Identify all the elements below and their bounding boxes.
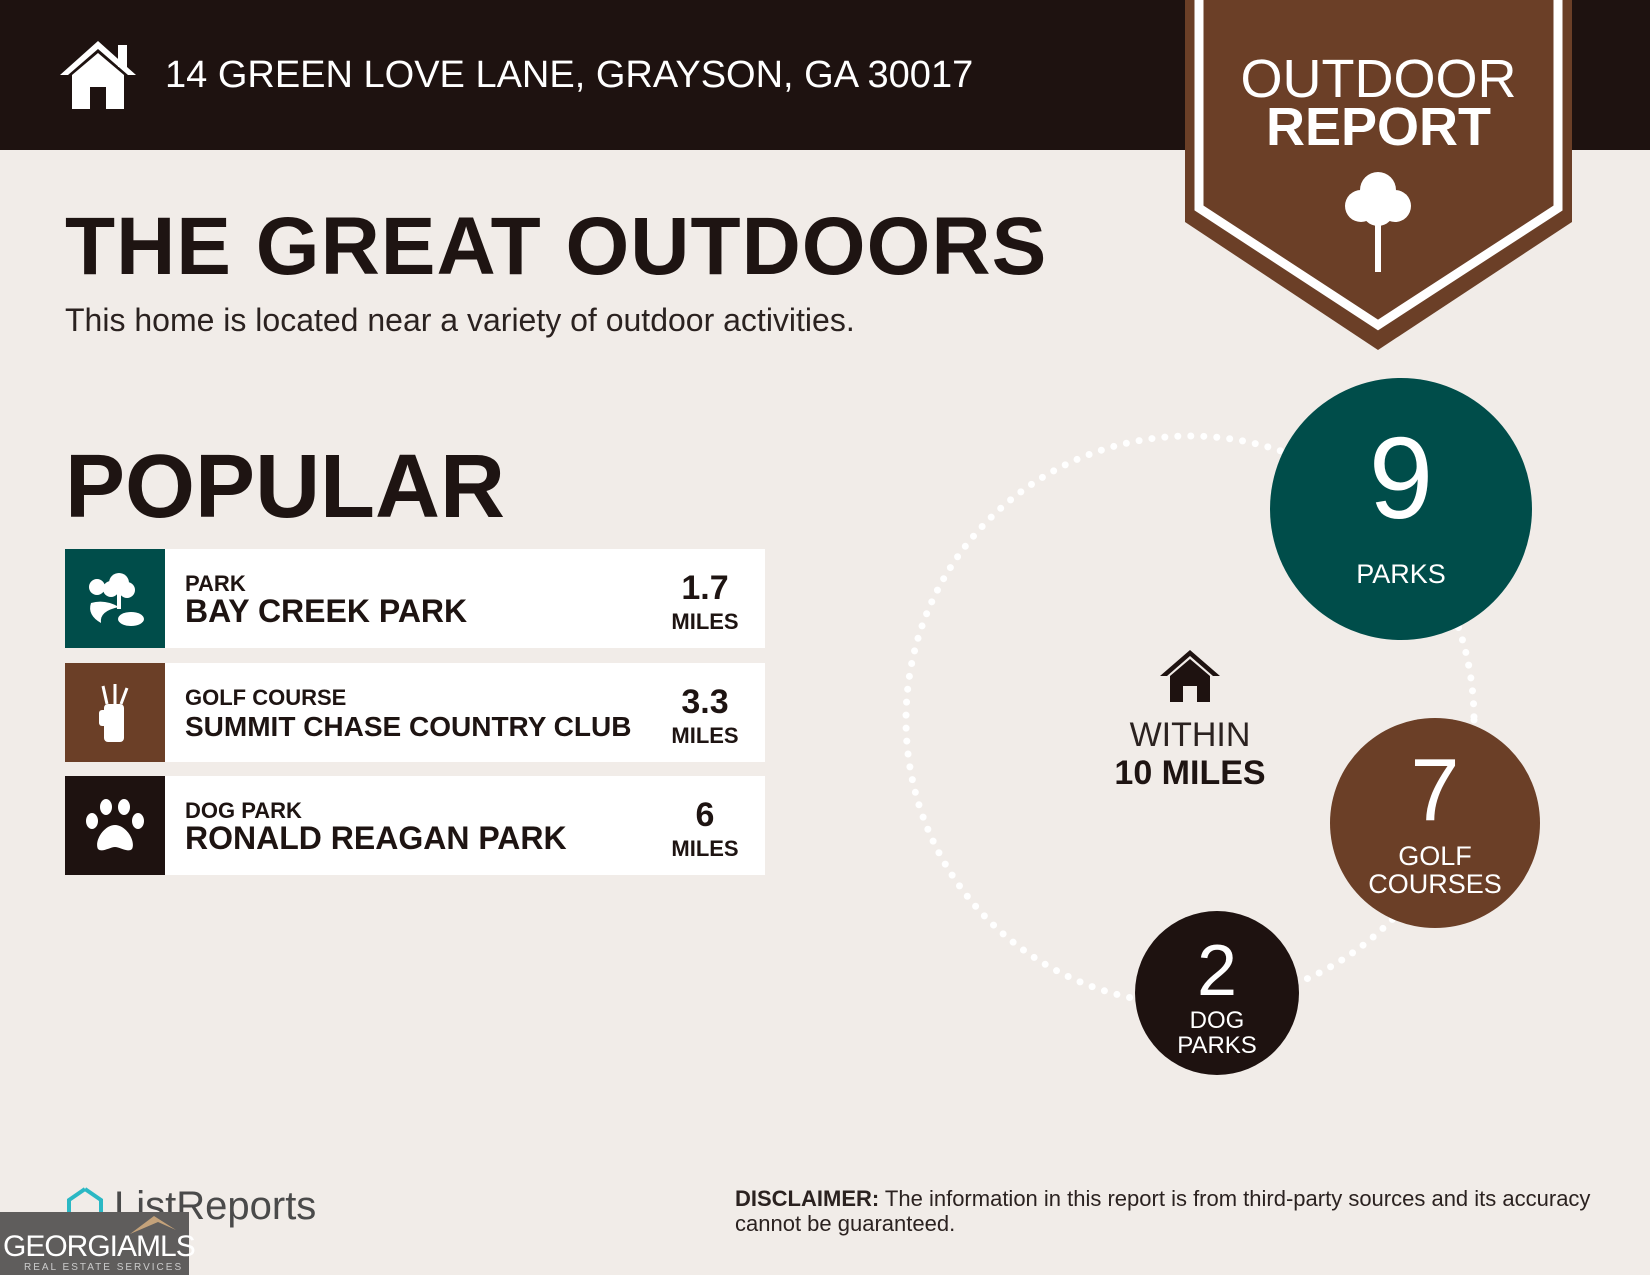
golf-bag-icon bbox=[65, 663, 165, 762]
paw-icon bbox=[65, 776, 165, 875]
item-unit: MILES bbox=[671, 836, 739, 861]
golf-label-2: COURSES bbox=[1368, 869, 1502, 899]
dog-parks-count-circle: 2 DOG PARKS bbox=[1135, 911, 1299, 1075]
page-subtitle: This home is located near a variety of o… bbox=[65, 302, 855, 338]
park-icon bbox=[65, 549, 165, 648]
item-category: GOLF COURSE bbox=[185, 685, 347, 710]
badge-line1: OUTDOOR bbox=[1240, 49, 1517, 109]
badge-line2: REPORT bbox=[1265, 97, 1492, 157]
item-unit: MILES bbox=[671, 609, 739, 634]
item-distance: 6 bbox=[695, 796, 715, 834]
property-address: 14 GREEN LOVE LANE, GRAYSON, GA 30017 bbox=[165, 54, 974, 96]
tree-icon bbox=[1345, 172, 1411, 272]
golf-count-circle: 7 GOLF COURSES bbox=[1330, 718, 1540, 928]
disclaimer-text: The information in this report is from t… bbox=[735, 1186, 1591, 1236]
house-icon bbox=[60, 41, 136, 109]
disclaimer-label: DISCLAIMER: bbox=[735, 1186, 880, 1211]
item-category: DOG PARK bbox=[185, 798, 302, 823]
item-name: BAY CREEK PARK bbox=[185, 593, 468, 629]
golf-label-1: GOLF bbox=[1398, 841, 1472, 871]
within-label: WITHIN bbox=[1129, 716, 1251, 754]
golf-count: 7 bbox=[1410, 740, 1460, 839]
page-title: THE GREAT OUTDOORS bbox=[65, 201, 1048, 292]
parks-count: 9 bbox=[1368, 413, 1434, 543]
radius-dotted-circle bbox=[902, 432, 1478, 1008]
parks-count-circle: 9 PARKS bbox=[1270, 378, 1532, 640]
mls-logo-sub: REAL ESTATE SERVICES bbox=[24, 1262, 184, 1273]
popular-item-dog-park: DOG PARK RONALD REAGAN PARK 6 MILES bbox=[65, 776, 765, 875]
item-distance: 3.3 bbox=[681, 683, 729, 721]
center-house-icon bbox=[1160, 650, 1220, 702]
popular-item-golf-course: GOLF COURSE SUMMIT CHASE COUNTRY CLUB 3.… bbox=[65, 663, 765, 762]
item-distance: 1.7 bbox=[681, 569, 729, 607]
georgia-mls-logo: GEORGIAMLS REAL ESTATE SERVICES bbox=[0, 1212, 196, 1275]
item-unit: MILES bbox=[671, 723, 739, 748]
item-name: SUMMIT CHASE COUNTRY CLUB bbox=[185, 711, 632, 742]
dog-parks-count: 2 bbox=[1196, 931, 1238, 1011]
parks-label: PARKS bbox=[1356, 559, 1446, 589]
popular-item-park: PARK BAY CREEK PARK 1.7 MILES bbox=[65, 549, 765, 648]
outdoor-report-badge: OUTDOOR REPORT bbox=[1185, 0, 1572, 350]
mls-logo-text: GEORGIAMLS bbox=[3, 1230, 196, 1263]
dog-label-2: PARKS bbox=[1177, 1032, 1257, 1059]
radius-label: 10 MILES bbox=[1114, 754, 1266, 792]
item-name: RONALD REAGAN PARK bbox=[185, 820, 567, 856]
dog-label-1: DOG bbox=[1189, 1007, 1245, 1034]
disclaimer: DISCLAIMER: The information in this repo… bbox=[735, 1186, 1605, 1236]
item-category: PARK bbox=[185, 571, 246, 596]
popular-heading: POPULAR bbox=[65, 437, 506, 537]
